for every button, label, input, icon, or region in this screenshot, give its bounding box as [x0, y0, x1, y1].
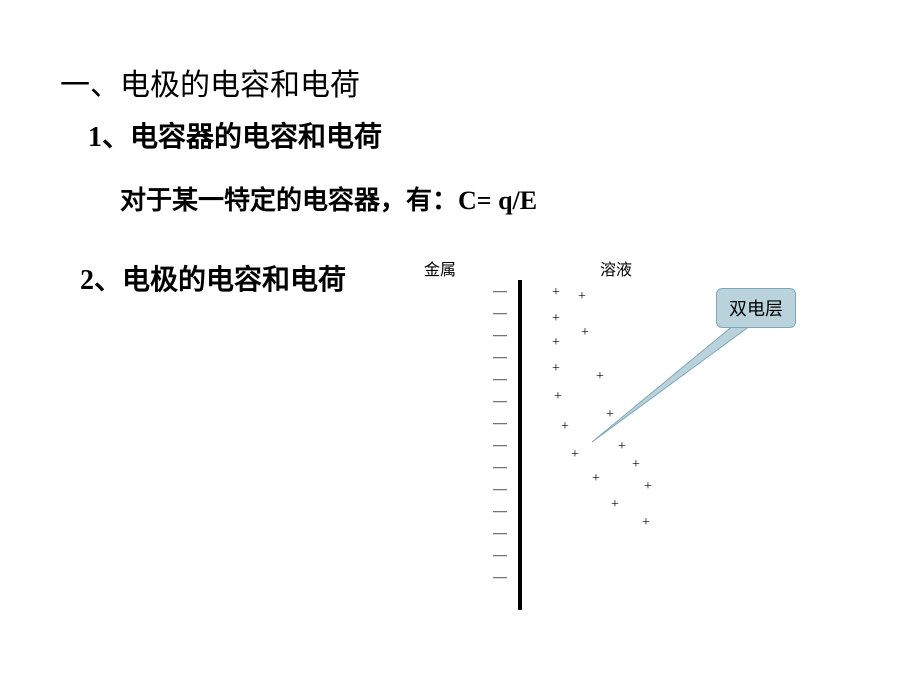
svg-text:+: +	[552, 285, 560, 300]
callout-double-layer: 双电层	[716, 288, 796, 328]
section1-title: 1、电容器的电容和电荷	[88, 115, 382, 155]
svg-text:+: +	[561, 419, 569, 434]
svg-text:+: +	[618, 439, 626, 454]
svg-text:+: +	[642, 515, 650, 530]
svg-text:+: +	[644, 479, 652, 494]
svg-text:+: +	[592, 471, 600, 486]
svg-text:+: +	[578, 289, 586, 304]
minus-signs: — — — — — — — — — — — — — —	[492, 284, 508, 585]
svg-text:+: +	[606, 407, 614, 422]
callout-pointer	[592, 320, 758, 442]
svg-text:+: +	[596, 369, 604, 384]
svg-text:—: —	[492, 548, 508, 563]
section2-title: 2、电极的电容和电荷	[80, 258, 346, 298]
svg-text:—: —	[492, 350, 508, 365]
svg-text:—: —	[492, 416, 508, 431]
svg-text:+: +	[552, 361, 560, 376]
svg-text:+: +	[554, 389, 562, 404]
svg-text:—: —	[492, 482, 508, 497]
heading-main: 一、电极的电容和电荷	[60, 60, 360, 104]
label-solution: 溶液	[600, 256, 632, 280]
svg-text:+: +	[632, 457, 640, 472]
svg-text:—: —	[492, 438, 508, 453]
svg-text:—: —	[492, 460, 508, 475]
plus-signs: +++++++++++++++++	[552, 285, 652, 530]
svg-text:+: +	[552, 311, 560, 326]
svg-text:—: —	[492, 570, 508, 585]
label-metal: 金属	[424, 256, 456, 280]
svg-text:—: —	[492, 526, 508, 541]
svg-text:—: —	[492, 306, 508, 321]
svg-text:—: —	[492, 328, 508, 343]
svg-text:—: —	[492, 504, 508, 519]
svg-text:+: +	[611, 497, 619, 512]
svg-text:—: —	[492, 394, 508, 409]
svg-text:+: +	[552, 335, 560, 350]
svg-text:—: —	[492, 372, 508, 387]
svg-text:+: +	[571, 447, 579, 462]
svg-text:+: +	[581, 325, 589, 340]
section1-body: 对于某一特定的电容器，有：C= q/E	[120, 180, 537, 217]
svg-text:—: —	[492, 284, 508, 299]
